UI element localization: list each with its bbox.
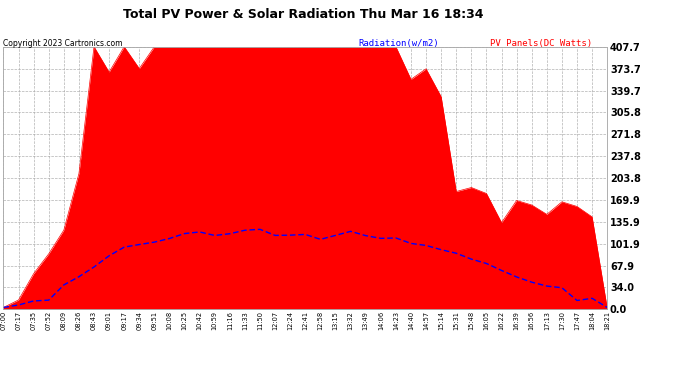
Text: Total PV Power & Solar Radiation Thu Mar 16 18:34: Total PV Power & Solar Radiation Thu Mar…: [124, 8, 484, 21]
Text: PV Panels(DC Watts): PV Panels(DC Watts): [490, 39, 592, 48]
Text: Copyright 2023 Cartronics.com: Copyright 2023 Cartronics.com: [3, 39, 123, 48]
Text: Radiation(w/m2): Radiation(w/m2): [359, 39, 440, 48]
